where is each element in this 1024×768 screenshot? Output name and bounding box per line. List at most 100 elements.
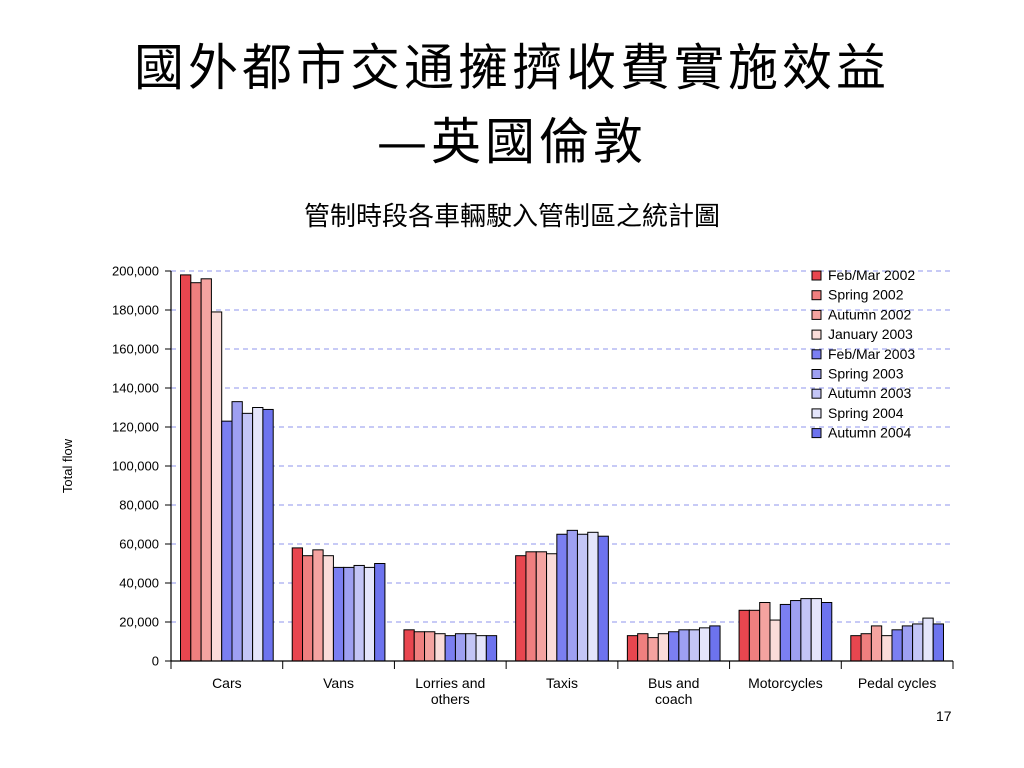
legend-label: Spring 2004 <box>828 405 904 421</box>
legend-swatch <box>811 270 822 281</box>
x-category-label: Vans <box>323 675 354 691</box>
bar <box>932 623 944 662</box>
bar <box>180 274 192 662</box>
y-tick-label: 100,000 <box>112 459 159 474</box>
legend-label: Feb/Mar 2003 <box>828 346 915 362</box>
bar <box>546 553 558 662</box>
bar <box>779 603 792 662</box>
legend-swatch <box>811 428 822 439</box>
legend-swatch <box>811 309 822 320</box>
legend-swatch <box>811 329 822 340</box>
bar <box>576 533 589 662</box>
y-tick-label: 160,000 <box>112 342 159 357</box>
y-tick-label: 180,000 <box>112 303 159 318</box>
bar <box>343 566 355 662</box>
bar <box>891 629 903 662</box>
bar <box>688 629 700 662</box>
bar <box>465 633 477 662</box>
bar <box>678 629 690 662</box>
x-category-label: Cars <box>212 675 242 691</box>
bar <box>698 627 711 662</box>
bar <box>626 635 639 662</box>
bar <box>221 420 233 662</box>
y-tick-label: 120,000 <box>112 420 159 435</box>
bar <box>556 533 568 662</box>
bar <box>434 633 446 662</box>
slide-title-line-2: —英國倫敦 <box>377 113 647 171</box>
y-axis-label: Total flow <box>60 438 75 493</box>
bar <box>850 635 862 662</box>
bar <box>800 598 812 662</box>
bar <box>870 625 883 662</box>
legend-label: Autumn 2004 <box>828 425 911 441</box>
bar <box>647 637 659 662</box>
bar <box>210 311 223 662</box>
bar <box>810 598 822 662</box>
chart-subtitle: 管制時段各車輛駛入管制區之統計圖 <box>303 202 720 232</box>
y-tick-label: 200,000 <box>112 264 159 279</box>
bar <box>363 566 376 662</box>
x-category-label: Taxis <box>546 675 578 691</box>
bar <box>475 635 487 662</box>
y-tick-label: 20,000 <box>119 615 159 630</box>
y-tick-label: 60,000 <box>119 537 159 552</box>
bar <box>413 631 426 662</box>
bar <box>901 625 914 662</box>
x-category-label: Pedal cycles <box>858 675 937 691</box>
bar <box>709 625 721 662</box>
bar <box>231 401 243 662</box>
y-tick-label: 0 <box>152 654 159 669</box>
x-category-label: coach <box>655 691 692 707</box>
bar <box>860 633 872 662</box>
bar <box>637 633 649 662</box>
legend-swatch <box>811 388 822 399</box>
bar <box>353 564 365 662</box>
bar <box>748 609 761 662</box>
bar-chart: 0 20,000 40,000 60,000 80,000 100,000 120,000 1… <box>60 264 954 707</box>
bar <box>291 547 304 662</box>
bar <box>912 623 924 662</box>
y-tick-label: 40,000 <box>119 576 159 591</box>
legend-label: Spring 2002 <box>828 287 904 303</box>
bar <box>444 635 456 662</box>
bar <box>190 282 202 662</box>
bar <box>587 531 599 662</box>
legend-label: Autumn 2003 <box>828 385 911 401</box>
y-tick-label: 80,000 <box>119 498 159 513</box>
bar <box>200 278 212 662</box>
legend-swatch <box>811 290 822 301</box>
bar <box>241 412 254 662</box>
bar <box>515 555 527 662</box>
bar <box>769 619 781 662</box>
bar <box>922 617 934 662</box>
bar <box>252 407 264 662</box>
bar <box>485 635 498 662</box>
y-tick-label: 140,000 <box>112 381 159 396</box>
bar <box>535 551 548 662</box>
legend-swatch <box>811 369 822 379</box>
legend-label: Feb/Mar 2002 <box>828 267 915 283</box>
bar <box>597 535 609 662</box>
x-category-label: Lorries and <box>415 675 485 691</box>
bar <box>454 633 467 662</box>
bar <box>262 408 274 662</box>
bar <box>820 602 833 662</box>
bar <box>322 555 334 662</box>
bar <box>302 555 314 662</box>
slide-title-line-1: 國外都市交通擁擠收費實施效益 <box>134 39 890 97</box>
legend-label: Autumn 2002 <box>828 306 911 322</box>
x-category-label: Bus and <box>648 675 699 691</box>
page-number: 17 <box>936 708 952 724</box>
bar <box>566 529 578 662</box>
bar <box>738 609 750 662</box>
bar <box>374 563 386 662</box>
bar <box>881 635 893 662</box>
x-category-label: Motorcycles <box>748 675 823 691</box>
x-category-label: others <box>431 691 470 707</box>
legend-label: Spring 2003 <box>828 366 904 382</box>
bar <box>668 631 680 662</box>
bar <box>332 566 345 662</box>
bar <box>790 600 802 662</box>
bar <box>759 602 771 662</box>
bar <box>312 549 324 662</box>
